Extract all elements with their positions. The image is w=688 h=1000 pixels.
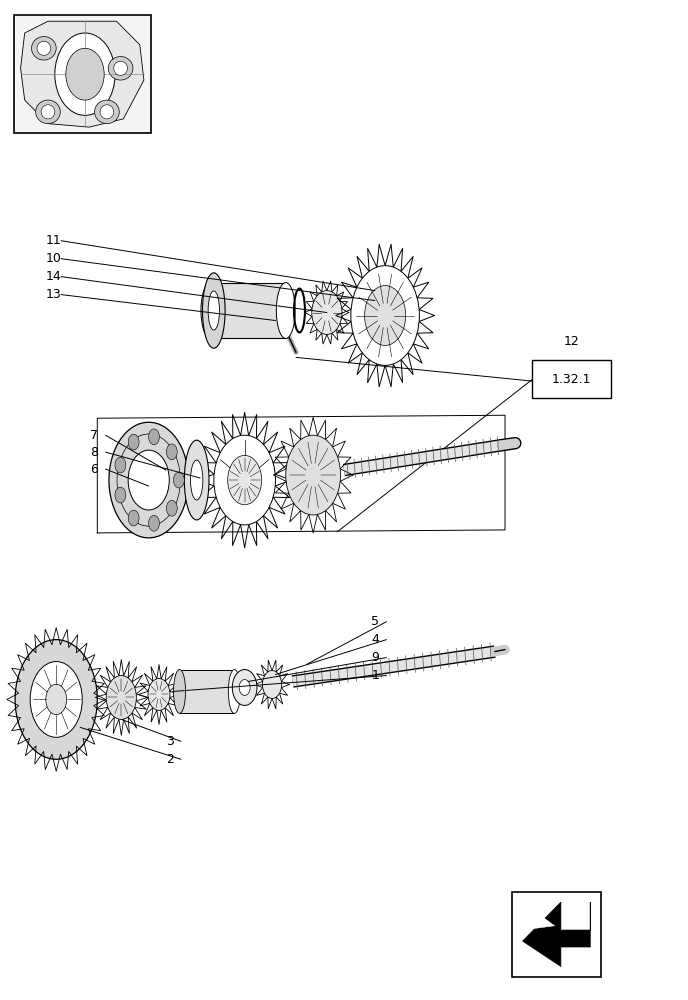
Text: 5: 5	[372, 615, 379, 628]
Text: 14: 14	[46, 270, 62, 283]
Ellipse shape	[66, 48, 104, 100]
Ellipse shape	[128, 434, 139, 450]
Text: 11: 11	[46, 234, 62, 247]
Text: 10: 10	[46, 252, 62, 265]
Ellipse shape	[128, 450, 169, 510]
Polygon shape	[21, 21, 144, 127]
Ellipse shape	[148, 679, 170, 710]
Text: 12: 12	[564, 335, 580, 348]
Text: 4: 4	[372, 633, 379, 646]
Polygon shape	[523, 902, 590, 967]
Ellipse shape	[32, 37, 56, 60]
Ellipse shape	[149, 429, 160, 445]
Ellipse shape	[115, 457, 126, 473]
Text: 6: 6	[90, 463, 98, 476]
Ellipse shape	[191, 460, 203, 500]
Ellipse shape	[277, 283, 295, 338]
Text: 2: 2	[166, 753, 173, 766]
Text: 1.32.1: 1.32.1	[552, 373, 592, 386]
Ellipse shape	[208, 291, 219, 330]
Ellipse shape	[184, 440, 209, 520]
Ellipse shape	[233, 670, 257, 705]
Ellipse shape	[46, 684, 67, 715]
Ellipse shape	[228, 455, 261, 505]
Ellipse shape	[41, 105, 55, 119]
Ellipse shape	[94, 100, 119, 124]
Ellipse shape	[286, 435, 341, 515]
Ellipse shape	[173, 670, 186, 713]
Ellipse shape	[55, 33, 115, 115]
Ellipse shape	[173, 472, 184, 488]
Bar	[512, 892, 601, 977]
Text: 8: 8	[90, 446, 98, 459]
Text: 13: 13	[46, 288, 62, 301]
Text: 9: 9	[372, 651, 379, 664]
Ellipse shape	[239, 680, 250, 695]
Ellipse shape	[36, 100, 61, 124]
Ellipse shape	[114, 61, 127, 75]
Ellipse shape	[37, 41, 51, 55]
Bar	[533, 360, 611, 398]
Bar	[180, 670, 235, 713]
Ellipse shape	[109, 422, 189, 538]
Bar	[211, 283, 286, 338]
Text: 7: 7	[90, 429, 98, 442]
Ellipse shape	[115, 487, 126, 503]
Ellipse shape	[201, 283, 219, 338]
Ellipse shape	[128, 510, 139, 526]
Ellipse shape	[166, 500, 178, 516]
Ellipse shape	[312, 291, 342, 334]
Ellipse shape	[351, 266, 420, 365]
Ellipse shape	[228, 670, 240, 713]
Ellipse shape	[365, 286, 406, 345]
Ellipse shape	[202, 273, 225, 348]
Text: 1: 1	[372, 669, 379, 682]
Bar	[14, 15, 151, 133]
Ellipse shape	[262, 671, 281, 698]
Polygon shape	[523, 902, 555, 930]
Ellipse shape	[108, 57, 133, 80]
Ellipse shape	[214, 435, 275, 525]
Ellipse shape	[100, 105, 114, 119]
Ellipse shape	[106, 676, 136, 719]
Text: 3: 3	[166, 735, 173, 748]
Ellipse shape	[166, 444, 178, 460]
Ellipse shape	[30, 662, 83, 737]
Ellipse shape	[15, 640, 97, 759]
Ellipse shape	[149, 515, 160, 531]
